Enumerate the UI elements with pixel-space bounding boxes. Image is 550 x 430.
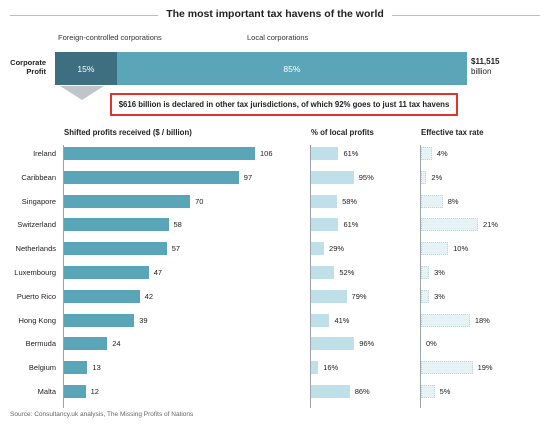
local-label: Local corporations (247, 33, 309, 42)
tax-value-puerto-rico: 3% (434, 291, 445, 301)
tax-value-hong-kong: 18% (474, 315, 490, 325)
source-note: Source: Consultancy.uk analysis, The Mis… (10, 411, 194, 418)
shifted-bar-belgium (64, 361, 88, 375)
tax-value-netherlands: 10% (453, 244, 469, 254)
row-label-luxembourg: Luxembourg (14, 268, 56, 277)
shifted-value-belgium: 13 (92, 363, 101, 373)
shifted-bar-malta (64, 385, 86, 398)
local-bar-belgium (311, 361, 319, 375)
shifted-value-hong-kong: 39 (139, 315, 148, 325)
shifted-bar-switzerland (64, 218, 169, 232)
tax-value-bermuda: 0% (426, 339, 437, 349)
corporate-profit-label: Corporate Profit (10, 58, 46, 76)
tax-bar-netherlands (421, 242, 449, 256)
axis-local (310, 145, 311, 408)
tax-value-switzerland: 21% (483, 220, 499, 230)
row-label-singapore: Singapore (21, 196, 56, 206)
tax-value-luxembourg: 3% (434, 268, 445, 277)
total-profit: $11,515 billion (471, 57, 499, 77)
foreign-segment: 15% (55, 52, 117, 85)
local-bar-malta (311, 385, 350, 398)
shifted-value-netherlands: 57 (171, 244, 181, 254)
tax-bar-ireland (421, 147, 432, 160)
shifted-bar-bermuda (64, 337, 108, 351)
foreign-pointer-wedge (60, 86, 104, 100)
shifted-value-singapore: 70 (195, 196, 204, 206)
row-label-belgium: Belgium (28, 363, 56, 373)
local-value-singapore: 58% (342, 196, 358, 206)
callout-text: $616 billion is declared in other tax ju… (118, 100, 450, 109)
shifted-value-malta: 12 (90, 387, 99, 396)
local-bar-hong-kong (311, 313, 330, 327)
local-value-switzerland: 61% (343, 220, 359, 230)
tax-bar-luxembourg (421, 266, 430, 279)
column-head-local: % of local profits (311, 128, 374, 137)
callout-box: $616 billion is declared in other tax ju… (110, 93, 458, 116)
tax-bar-belgium (421, 361, 473, 375)
local-value-belgium: 16% (323, 363, 339, 373)
local-bar-puerto-rico (311, 289, 347, 303)
tax-bar-switzerland (421, 218, 478, 232)
local-bar-netherlands (311, 242, 325, 256)
axis-tax (420, 145, 421, 408)
tax-bar-puerto-rico (421, 289, 430, 303)
row-label-netherlands: Netherlands (15, 244, 56, 254)
tax-bar-malta (421, 385, 435, 398)
total-profit-value: $11,515 (471, 57, 500, 66)
tax-value-singapore: 8% (447, 196, 459, 206)
column-head-shifted: Shifted profits received ($ / billion) (64, 128, 192, 137)
local-bar-ireland (311, 147, 339, 160)
shifted-value-luxembourg: 47 (153, 268, 163, 277)
shifted-bar-puerto-rico (64, 289, 140, 303)
local-value-hong-kong: 41% (334, 315, 350, 325)
local-value-luxembourg: 52% (339, 268, 355, 277)
total-profit-unit: billion (471, 67, 492, 76)
row-label-hong-kong: Hong Kong (18, 315, 56, 325)
local-share: 85% (283, 63, 301, 74)
local-segment: 85% (116, 52, 467, 85)
shifted-bar-luxembourg (64, 266, 149, 279)
local-value-malta: 86% (354, 387, 370, 396)
shifted-value-bermuda: 24 (112, 339, 121, 349)
axis-shifted (63, 145, 64, 408)
tax-value-malta: 5% (439, 387, 451, 396)
local-value-caribbean: 95% (358, 172, 374, 182)
chart-title: The most important tax havens of the wor… (0, 8, 550, 20)
local-bar-caribbean (311, 170, 354, 184)
shifted-value-caribbean: 97 (243, 172, 253, 182)
tax-value-caribbean: 2% (431, 172, 443, 182)
shifted-bar-ireland (64, 147, 255, 160)
tax-bar-caribbean (421, 170, 427, 184)
foreign-share: 15% (77, 63, 95, 74)
row-label-puerto-rico: Puerto Rico (16, 291, 56, 301)
tax-bar-hong-kong (421, 313, 470, 327)
tax-value-ireland: 4% (436, 149, 448, 158)
shifted-value-ireland: 106 (260, 149, 273, 158)
row-label-switzerland: Switzerland (17, 220, 56, 230)
shifted-bar-netherlands (64, 242, 167, 256)
local-value-ireland: 61% (343, 149, 359, 158)
row-label-caribbean: Caribbean (21, 172, 56, 182)
local-value-bermuda: 96% (359, 339, 375, 349)
local-value-netherlands: 29% (329, 244, 345, 254)
shifted-value-puerto-rico: 42 (144, 291, 154, 301)
row-label-bermuda: Bermuda (25, 339, 56, 349)
shifted-value-switzerland: 58 (173, 220, 182, 230)
column-head-tax: Effective tax rate (421, 128, 484, 137)
local-value-puerto-rico: 79% (351, 291, 367, 301)
foreign-label: Foreign-controlled corporations (58, 33, 162, 42)
shifted-bar-hong-kong (64, 313, 135, 327)
tax-value-belgium: 19% (477, 363, 493, 373)
local-bar-bermuda (311, 337, 355, 351)
row-label-ireland: Ireland (33, 149, 56, 158)
chart-title-text: The most important tax havens of the wor… (158, 8, 392, 20)
local-bar-singapore (311, 194, 338, 208)
local-bar-switzerland (311, 218, 339, 232)
shifted-bar-caribbean (64, 170, 239, 184)
row-label-malta: Malta (37, 387, 56, 396)
shifted-bar-singapore (64, 194, 191, 208)
local-bar-luxembourg (311, 266, 335, 279)
tax-bar-singapore (421, 194, 443, 208)
